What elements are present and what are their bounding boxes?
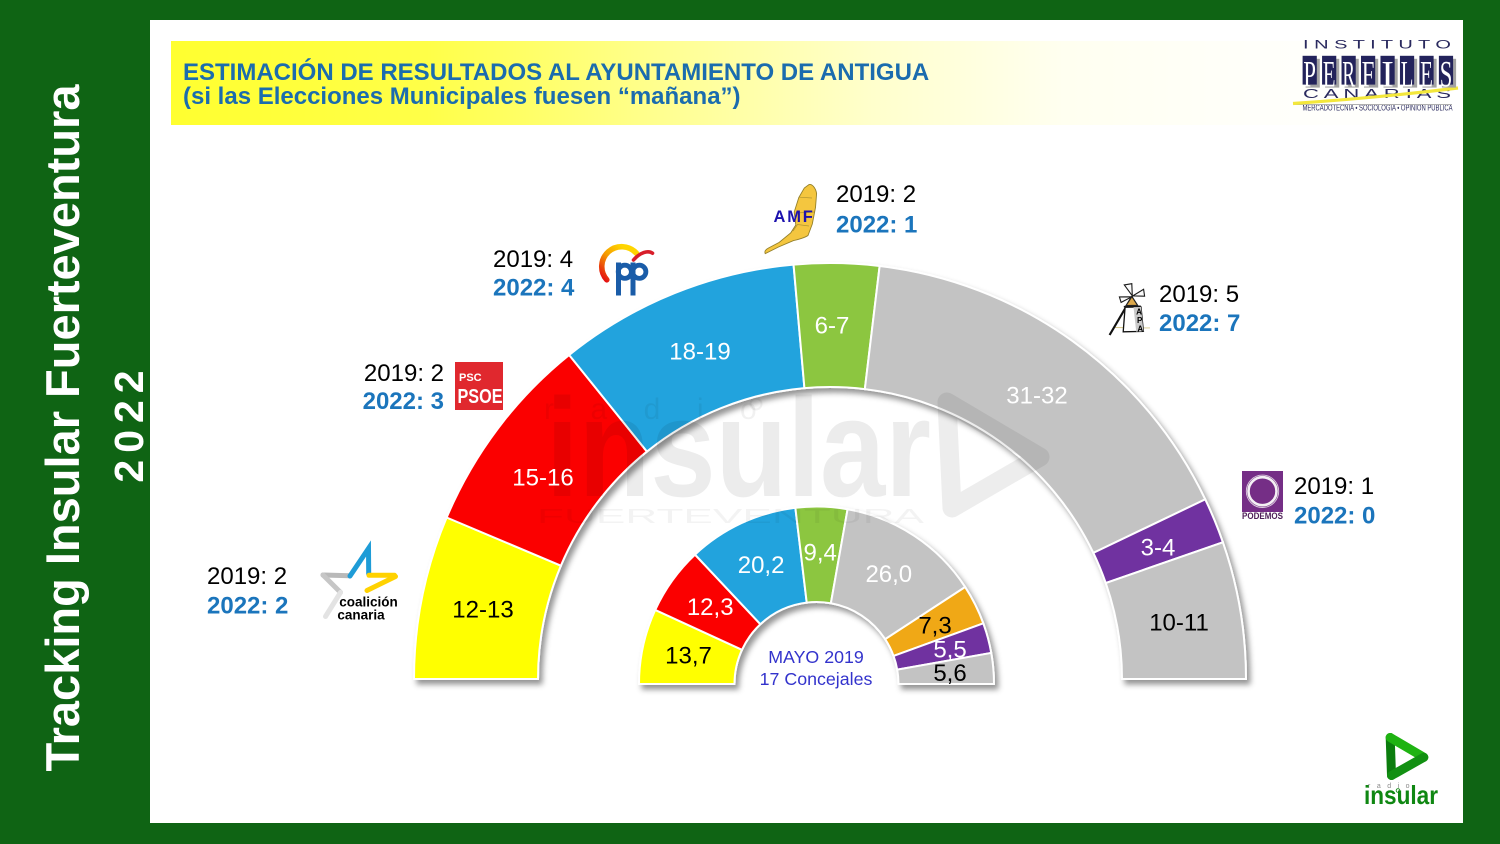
svg-text:15-16: 15-16 bbox=[512, 465, 573, 492]
svg-text:F: F bbox=[1362, 54, 1375, 95]
svg-text:13,7: 13,7 bbox=[665, 643, 712, 670]
svg-text:5,5: 5,5 bbox=[933, 637, 966, 664]
svg-text:2019: 2: 2019: 2 bbox=[207, 563, 287, 590]
svg-text:C A N A R I A S: C A N A R I A S bbox=[1303, 86, 1452, 101]
svg-text:PODEMOS: PODEMOS bbox=[1242, 511, 1283, 522]
svg-text:5,6: 5,6 bbox=[933, 660, 966, 687]
svg-text:20,2: 20,2 bbox=[738, 552, 785, 579]
svg-text:2019: 5: 2019: 5 bbox=[1159, 281, 1239, 308]
svg-text:7,3: 7,3 bbox=[918, 613, 951, 640]
svg-text:A: A bbox=[1137, 325, 1143, 334]
svg-text:MAYO 2019: MAYO 2019 bbox=[768, 647, 864, 667]
svg-text:coalición: coalición bbox=[339, 595, 398, 610]
svg-text:P: P bbox=[1137, 316, 1143, 325]
svg-text:E: E bbox=[1420, 54, 1433, 95]
svg-text:2022: 4: 2022: 4 bbox=[493, 275, 575, 302]
svg-text:17 Concejales: 17 Concejales bbox=[760, 669, 873, 689]
svg-text:S: S bbox=[1440, 54, 1453, 95]
svg-text:canaria: canaria bbox=[337, 608, 385, 623]
svg-text:18-19: 18-19 bbox=[669, 339, 730, 366]
svg-text:2019: 2: 2019: 2 bbox=[836, 181, 916, 208]
svg-text:10-11: 10-11 bbox=[1149, 610, 1209, 637]
svg-text:I N S T I T U T O: I N S T I T U T O bbox=[1303, 40, 1451, 52]
svg-text:6-7: 6-7 bbox=[815, 313, 850, 340]
svg-text:3-4: 3-4 bbox=[1141, 535, 1176, 562]
svg-text:MERCADOTECNIA • SOCIOLOGIA • O: MERCADOTECNIA • SOCIOLOGIA • OPINION PUB… bbox=[1303, 104, 1453, 113]
svg-text:2019: 4: 2019: 4 bbox=[493, 246, 573, 273]
svg-text:E: E bbox=[1323, 54, 1336, 95]
svg-text:radio: radio bbox=[1368, 783, 1416, 790]
svg-text:2022: 7: 2022: 7 bbox=[1159, 310, 1240, 337]
svg-text:31-32: 31-32 bbox=[1006, 383, 1067, 410]
svg-text:P: P bbox=[1303, 54, 1316, 95]
svg-text:AMF: AMF bbox=[774, 208, 815, 226]
svg-text:PSOE: PSOE bbox=[458, 386, 503, 408]
svg-text:2019: 1: 2019: 1 bbox=[1294, 473, 1374, 500]
svg-text:insular: insular bbox=[546, 369, 931, 526]
svg-text:FUERTEVENTURA: FUERTEVENTURA bbox=[537, 506, 925, 528]
svg-text:2022: 1: 2022: 1 bbox=[836, 212, 917, 239]
svg-text:L: L bbox=[1401, 54, 1414, 95]
svg-text:2019: 2: 2019: 2 bbox=[364, 360, 444, 387]
svg-text:26,0: 26,0 bbox=[865, 561, 912, 588]
svg-text:2022: 2: 2022: 2 bbox=[207, 593, 288, 620]
svg-text:12-13: 12-13 bbox=[452, 597, 513, 624]
svg-text:insular: insular bbox=[1364, 780, 1438, 810]
svg-text:R: R bbox=[1342, 54, 1355, 95]
svg-text:12,3: 12,3 bbox=[687, 594, 734, 621]
svg-text:2022: 3: 2022: 3 bbox=[363, 388, 444, 415]
svg-text:PSC: PSC bbox=[459, 372, 482, 384]
svg-text:2022: 0: 2022: 0 bbox=[1294, 503, 1375, 530]
svg-text:A: A bbox=[1136, 308, 1142, 317]
svg-text:9,4: 9,4 bbox=[804, 540, 837, 567]
svg-text:I: I bbox=[1381, 54, 1394, 95]
svg-text:radio: radio bbox=[544, 393, 793, 426]
